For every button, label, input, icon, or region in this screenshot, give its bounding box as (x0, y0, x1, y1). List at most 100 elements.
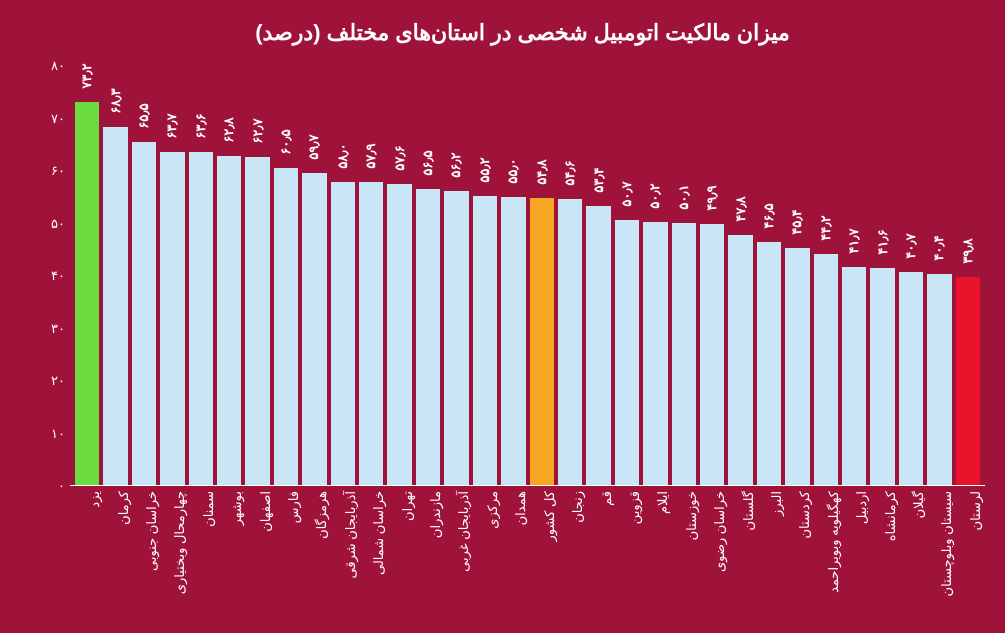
y-axis: ۰۱۰۲۰۳۰۴۰۵۰۶۰۷۰۸۰ (30, 66, 70, 486)
bar: ۴۰٫۷ (899, 272, 923, 486)
bar-wrap: ۳۹٫۸ (956, 66, 980, 486)
bar-value-label: ۵۰٫۱ (676, 184, 692, 209)
bar-wrap: ۴۵٫۴ (785, 66, 809, 486)
bar-wrap: ۵۶٫۲ (444, 66, 468, 486)
bar: ۶۸٫۳ (103, 127, 127, 486)
bar-value-label: ۶۲٫۷ (250, 118, 266, 143)
bar-wrap: ۶۳٫۶ (189, 66, 213, 486)
bar-wrap: ۴۶٫۵ (757, 66, 781, 486)
bar: ۴۱٫۶ (870, 268, 894, 486)
bar: ۴۴٫۲ (814, 254, 838, 486)
bar: ۴۷٫۸ (728, 235, 752, 486)
bar-value-label: ۶۳٫۶ (193, 114, 209, 139)
bar: ۷۳٫۲ (75, 102, 99, 486)
y-tick: ۵۰ (30, 216, 65, 232)
bar-value-label: ۵۸٫۰ (335, 143, 351, 168)
bar-wrap: ۴۹٫۹ (700, 66, 724, 486)
y-tick: ۳۰ (30, 321, 65, 337)
bar-value-label: ۵۳٫۴ (591, 167, 607, 192)
bar-wrap: ۶۲٫۸ (217, 66, 241, 486)
bar-value-label: ۵۷٫۶ (392, 145, 408, 170)
bar-wrap: ۴۰٫۷ (899, 66, 923, 486)
bar-value-label: ۶۲٫۸ (221, 118, 237, 143)
bar-wrap: ۵۵٫۰ (501, 66, 525, 486)
chart-container: میزان مالکیت اتومبیل شخصی در استان‌های م… (0, 0, 1005, 633)
bar-wrap: ۵۸٫۰ (331, 66, 355, 486)
bar: ۴۵٫۴ (785, 248, 809, 486)
bar-value-label: ۴۵٫۴ (789, 209, 805, 234)
bar-wrap: ۴۱٫۶ (870, 66, 894, 486)
bar-value-label: ۴۴٫۲ (818, 215, 834, 240)
bar-value-label: ۵۶٫۵ (420, 151, 436, 176)
bar-value-label: ۷۳٫۲ (79, 63, 95, 88)
y-tick: ۴۰ (30, 268, 65, 284)
bar-wrap: ۵۳٫۴ (586, 66, 610, 486)
bar-value-label: ۵۵٫۰ (505, 159, 521, 184)
bar-wrap: ۵۵٫۲ (473, 66, 497, 486)
bar-wrap: ۴۷٫۸ (728, 66, 752, 486)
bar-wrap: ۶۳٫۷ (160, 66, 184, 486)
bar-value-label: ۵۴٫۶ (562, 161, 578, 186)
y-tick: ۱۰ (30, 426, 65, 442)
bar: ۶۲٫۷ (245, 157, 269, 486)
bar-value-label: ۶۸٫۳ (108, 89, 124, 114)
bar-value-label: ۵۷٫۹ (363, 143, 379, 168)
bars-group: ۷۳٫۲۶۸٫۳۶۵٫۵۶۳٫۷۶۳٫۶۶۲٫۸۶۲٫۷۶۰٫۵۵۹٫۷۵۸٫۰… (70, 66, 985, 486)
bar-wrap: ۵۰٫۲ (643, 66, 667, 486)
bar-value-label: ۵۴٫۸ (534, 160, 550, 185)
y-tick: ۸۰ (30, 58, 65, 74)
bar-wrap: ۵۷٫۹ (359, 66, 383, 486)
bar-value-label: ۴۷٫۸ (733, 196, 749, 221)
bar: ۶۳٫۷ (160, 152, 184, 486)
y-tick: ۶۰ (30, 163, 65, 179)
y-tick: ۷۰ (30, 111, 65, 127)
bar: ۴۰٫۴ (927, 274, 951, 486)
bar-wrap: ۶۲٫۷ (245, 66, 269, 486)
bar: ۵۷٫۶ (387, 184, 411, 486)
bar: ۴۶٫۵ (757, 242, 781, 486)
bar-value-label: ۵۹٫۷ (306, 134, 322, 159)
bar: ۵۰٫۱ (672, 223, 696, 486)
bar-value-label: ۴۰٫۷ (903, 234, 919, 259)
bar-wrap: ۵۰٫۷ (615, 66, 639, 486)
bar: ۵۵٫۰ (501, 197, 525, 486)
bar-wrap: ۷۳٫۲ (75, 66, 99, 486)
bar-value-label: ۵۰٫۷ (619, 181, 635, 206)
bar-wrap: ۴۰٫۴ (927, 66, 951, 486)
y-tick: ۲۰ (30, 373, 65, 389)
bar-wrap: ۵۹٫۷ (302, 66, 326, 486)
bar: ۵۰٫۲ (643, 222, 667, 486)
bar: ۵۶٫۵ (416, 189, 440, 486)
bar-wrap: ۵۰٫۱ (672, 66, 696, 486)
bar: ۵۴٫۸ (530, 198, 554, 486)
y-tick: ۰ (30, 478, 65, 494)
bar-wrap: ۴۴٫۲ (814, 66, 838, 486)
x-baseline (70, 485, 985, 486)
bar-wrap: ۵۶٫۵ (416, 66, 440, 486)
bar: ۶۰٫۵ (274, 168, 298, 486)
bar-wrap: ۵۴٫۶ (558, 66, 582, 486)
bar: ۵۵٫۲ (473, 196, 497, 486)
bar: ۶۲٫۸ (217, 156, 241, 486)
bar: ۳۹٫۸ (956, 277, 980, 486)
bar-value-label: ۶۰٫۵ (278, 130, 294, 155)
chart-title: میزان مالکیت اتومبیل شخصی در استان‌های م… (60, 20, 985, 46)
bar-value-label: ۴۱٫۷ (846, 228, 862, 253)
bar-wrap: ۶۸٫۳ (103, 66, 127, 486)
bar-value-label: ۵۶٫۲ (448, 152, 464, 177)
bar-wrap: ۶۰٫۵ (274, 66, 298, 486)
bar: ۵۴٫۶ (558, 199, 582, 486)
bar-wrap: ۶۵٫۵ (132, 66, 156, 486)
bar: ۴۱٫۷ (842, 267, 866, 486)
bar-value-label: ۴۱٫۶ (875, 229, 891, 254)
bar-value-label: ۶۵٫۵ (136, 104, 152, 129)
bar: ۶۵٫۵ (132, 142, 156, 486)
bar-wrap: ۵۴٫۸ (530, 66, 554, 486)
bar: ۴۹٫۹ (700, 224, 724, 486)
bar-value-label: ۴۰٫۴ (931, 235, 947, 260)
bar: ۵۰٫۷ (615, 220, 639, 486)
bar-value-label: ۴۶٫۵ (761, 203, 777, 228)
bar-wrap: ۵۷٫۶ (387, 66, 411, 486)
bar-value-label: ۳۹٫۸ (960, 238, 976, 263)
bar: ۵۷٫۹ (359, 182, 383, 486)
